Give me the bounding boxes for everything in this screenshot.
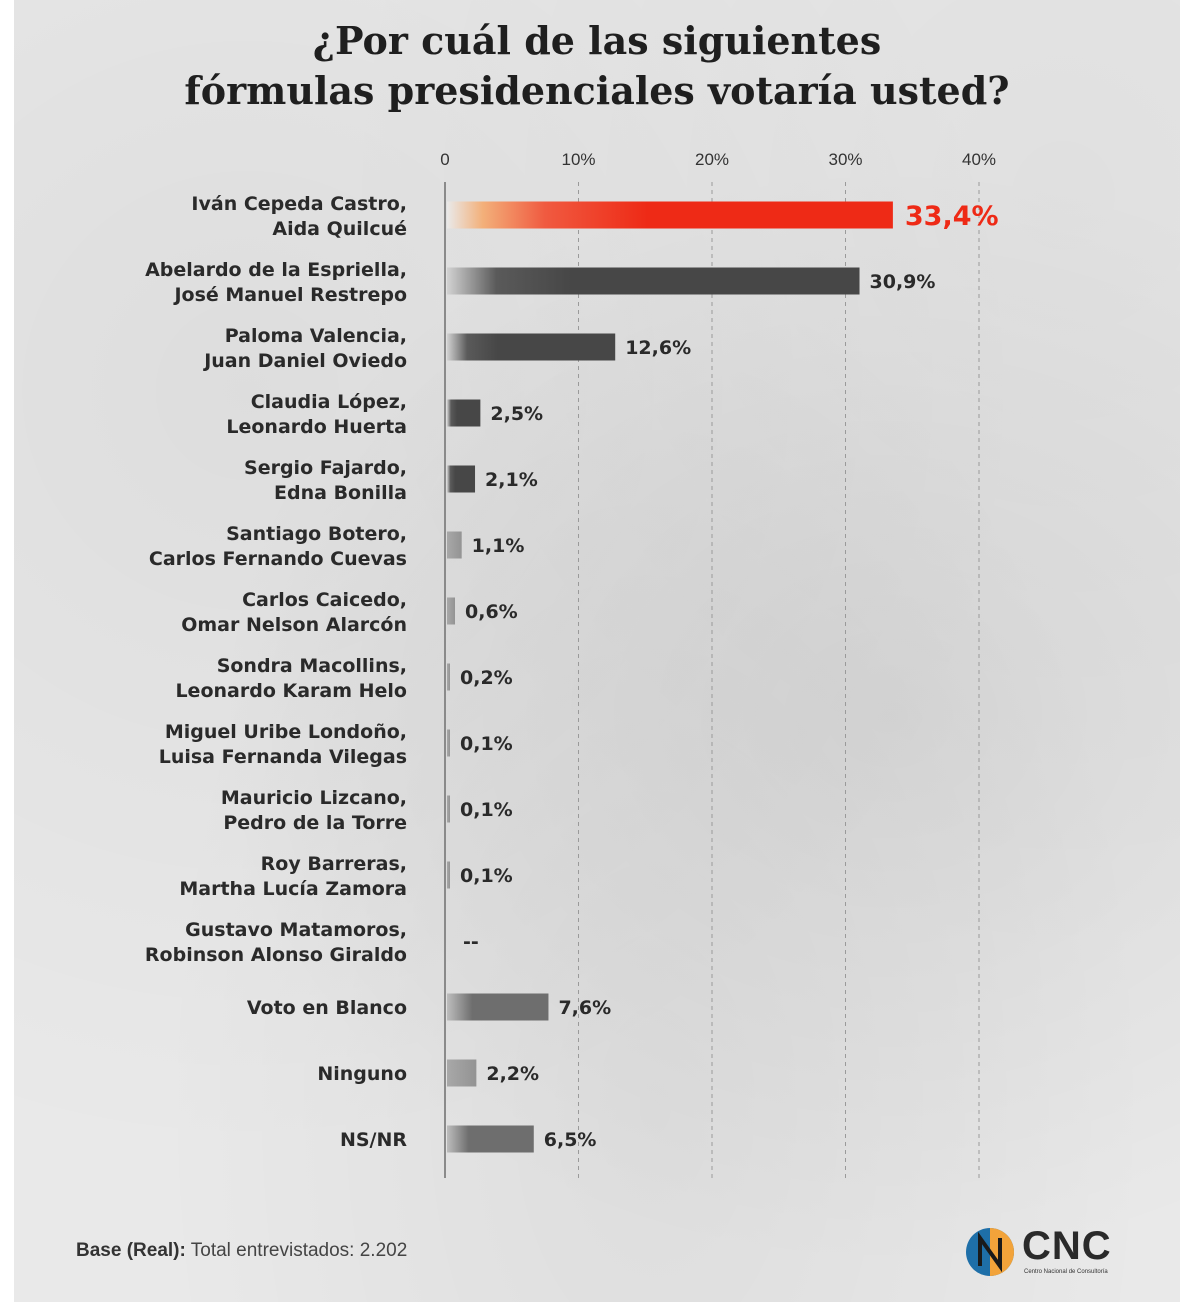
value-label: 2,2% [486, 1063, 539, 1085]
category-label: Claudia López, Leonardo Huerta [226, 391, 407, 438]
category-label: Paloma Valencia, Juan Daniel Oviedo [202, 325, 407, 372]
category-label: Sondra Macollins, Leonardo Karam Helo [175, 655, 407, 702]
bar [447, 531, 462, 559]
bar [447, 1125, 534, 1153]
bar [447, 597, 456, 625]
bar [447, 663, 450, 691]
title-line-2: fórmulas presidenciales votaría usted? [184, 68, 1010, 113]
category-label: Roy Barreras, Martha Lucía Zamora [179, 853, 407, 900]
value-label: 0,1% [460, 865, 513, 887]
x-tick-label: 10% [561, 150, 595, 169]
cnc-logo: CNC Centro Nacional de Consultoría [964, 1222, 1134, 1282]
x-tick-label: 40% [962, 150, 996, 169]
bar [447, 465, 476, 493]
category-label: Sergio Fajardo, Edna Bonilla [244, 457, 407, 504]
value-label: 2,1% [485, 469, 538, 491]
value-label: 6,5% [544, 1129, 597, 1151]
category-label: Abelardo de la Espriella, José Manuel Res… [145, 259, 407, 306]
bar [447, 795, 450, 823]
value-label: 2,5% [490, 403, 543, 425]
cnc-logo-icon [966, 1228, 1014, 1276]
logo-subtitle: Centro Nacional de Consultoría [1024, 1269, 1108, 1275]
bar [447, 729, 450, 757]
x-tick-label: 0 [440, 150, 449, 169]
bar [447, 1059, 477, 1087]
value-label: -- [463, 931, 479, 953]
value-label: 7,6% [558, 997, 611, 1019]
value-label: 1,1% [472, 535, 525, 557]
bar [447, 267, 860, 295]
title-line-1: ¿Por cuál de las siguientes [312, 18, 882, 63]
bar [447, 993, 549, 1021]
category-label: Gustavo Matamoros, Robinson Alonso Girald… [145, 919, 407, 966]
value-label: 0,6% [465, 601, 518, 623]
value-label: 33,4% [905, 201, 999, 232]
x-tick-label: 30% [828, 150, 862, 169]
chart-card: ¿Por cuál de las siguientes fórmulas pre… [14, 0, 1180, 1302]
value-label: 0,1% [460, 799, 513, 821]
chart-title: ¿Por cuál de las siguientes fórmulas pre… [14, 16, 1180, 116]
bar [447, 861, 450, 889]
value-label: 30,9% [870, 271, 936, 293]
bar [447, 201, 893, 229]
value-label: 0,2% [460, 667, 513, 689]
category-label: Santiago Botero, Carlos Fernando Cuevas [149, 523, 407, 570]
category-label: Carlos Caicedo, Omar Nelson Alarcón [181, 589, 407, 636]
base-text: Total entrevistados: 2.202 [185, 1240, 408, 1261]
category-label: NS/NR [340, 1129, 407, 1151]
category-label: Miguel Uribe Londoño, Luisa Fernanda Vile… [159, 721, 407, 768]
base-note: Base (Real): Total entrevistados: 2.202 [76, 1240, 407, 1262]
value-label: 0,1% [460, 733, 513, 755]
category-label: Ninguno [317, 1063, 407, 1085]
category-label: Voto en Blanco [247, 997, 407, 1019]
category-label: Mauricio Lizcano, Pedro de la Torre [221, 787, 407, 834]
base-label: Base (Real): [76, 1240, 186, 1261]
x-tick-label: 20% [695, 150, 729, 169]
category-label: Iván Cepeda Castro, Aida Quilcué [191, 193, 407, 240]
bar [447, 399, 481, 427]
bar [447, 333, 616, 361]
value-label: 12,6% [625, 337, 691, 359]
bar-chart: 0 10% 20% 30% 40% Iván Cepeda Castro, Aida Qui… [145, 150, 999, 1178]
logo-word: CNC [1022, 1224, 1112, 1268]
